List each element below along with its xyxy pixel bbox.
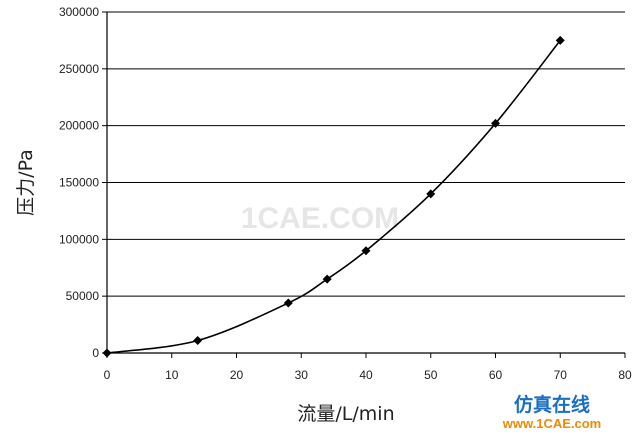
- gridlines: [107, 11, 625, 297]
- x-tick-label-4: 40: [359, 368, 373, 382]
- watermark: 1CAE.COM: [241, 202, 399, 235]
- data-point-5: [426, 189, 436, 199]
- site-logo: 仿真在线 www.1CAE.com: [502, 393, 601, 431]
- x-tick-label-0: 0: [104, 368, 111, 382]
- y-tick-label-3: 150000: [59, 176, 99, 190]
- x-tick-label-8: 80: [618, 368, 632, 382]
- x-tick-label-6: 60: [489, 368, 503, 382]
- y-tick-label-6: 300000: [59, 5, 99, 19]
- y-tick-label-1: 50000: [66, 289, 100, 303]
- x-tick-label-7: 70: [554, 368, 568, 382]
- data-point-0: [102, 348, 112, 358]
- y-tick-label-0: 0: [92, 346, 99, 360]
- logo-en-text: www.1CAE.com: [502, 416, 601, 431]
- y-tick-label-2: 100000: [59, 232, 99, 246]
- y-tick-label-5: 250000: [59, 62, 99, 76]
- x-tick-label-5: 50: [424, 368, 438, 382]
- data-point-3: [322, 274, 332, 284]
- y-axis-title: 压力/Pa: [15, 149, 37, 216]
- series-line: [106, 39, 561, 354]
- data-point-2: [283, 298, 293, 308]
- logo-cn-text: 仿真在线: [514, 393, 590, 416]
- x-axis-ticks: 0 10 20 30 40 50 60 70 80: [104, 353, 632, 382]
- x-axis-title: 流量/L/min: [297, 403, 394, 425]
- data-point-1: [193, 335, 203, 345]
- x-tick-label-1: 10: [165, 368, 179, 382]
- data-point-6: [491, 118, 500, 128]
- x-tick-label-2: 20: [230, 368, 244, 382]
- y-tick-label-4: 200000: [59, 119, 99, 133]
- x-tick-label-3: 30: [295, 368, 309, 382]
- y-axis-ticks: 0 50000 100000 150000 200000 250000 300000: [59, 5, 107, 360]
- data-point-4: [361, 246, 371, 256]
- data-markers: [102, 35, 565, 358]
- data-point-7: [555, 35, 565, 45]
